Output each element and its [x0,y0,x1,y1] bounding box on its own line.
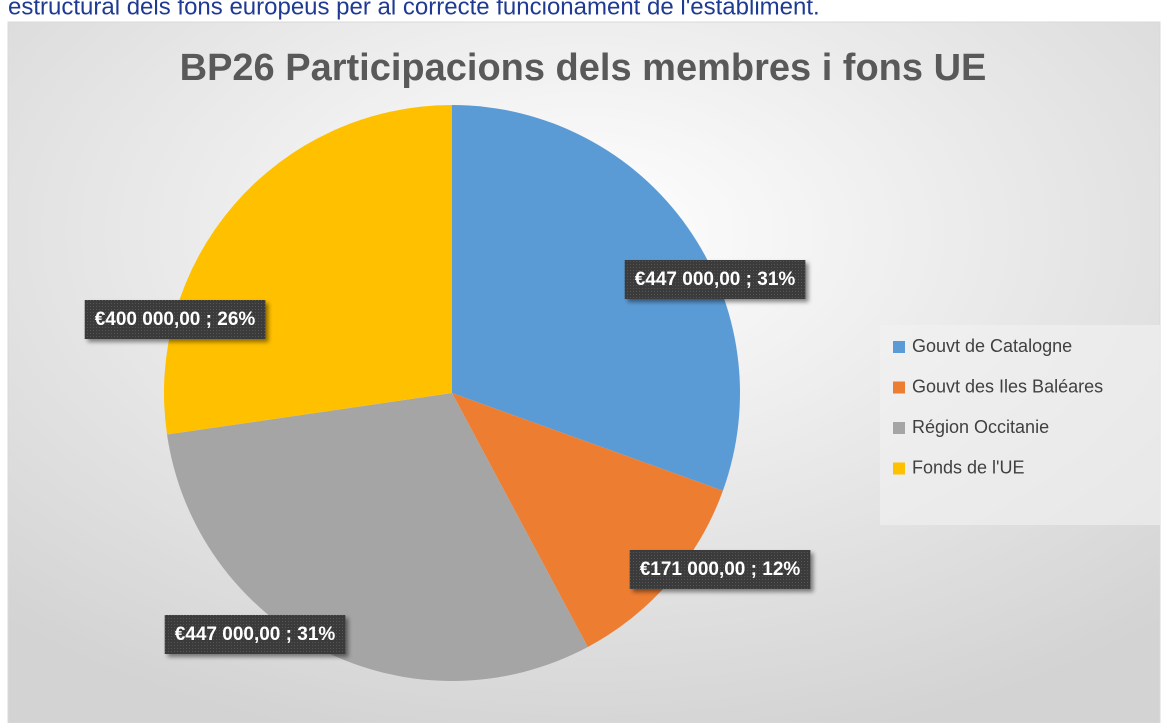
data-label-text: €447 000,00 ; 31% [635,269,796,290]
data-label-box [164,615,346,655]
pie-slice [167,393,588,681]
data-label-box [624,260,806,300]
legend-swatch [893,422,905,434]
legend-swatch [893,462,905,475]
legend-label: Région Occitanie [912,417,1049,437]
data-label: €400 000,00 ; 26% [84,300,266,340]
data-label: €447 000,00 ; 31% [164,615,346,655]
legend-label: Gouvt des Iles Baléares [912,376,1103,396]
legend-swatch [893,341,905,353]
pie-slice [164,105,452,435]
data-label-box [629,550,811,590]
legend-swatch [893,381,905,394]
pie-slice [452,105,740,491]
data-label-text: €447 000,00 ; 31% [175,624,336,645]
data-label-text: €171 000,00 ; 12% [640,559,801,580]
legend-box [880,325,1160,525]
data-label: €171 000,00 ; 12% [629,550,811,590]
legend-label: Gouvt de Catalogne [912,336,1072,356]
data-label-text: €400 000,00 ; 26% [95,309,256,330]
chart-title: BP26 Participacions dels membres i fons … [180,47,987,89]
header-text: estructural dels fons europeus per al co… [8,0,820,20]
data-label-box [84,300,266,340]
legend-label: Fonds de l'UE [912,457,1025,477]
data-label: €447 000,00 ; 31% [624,260,806,300]
